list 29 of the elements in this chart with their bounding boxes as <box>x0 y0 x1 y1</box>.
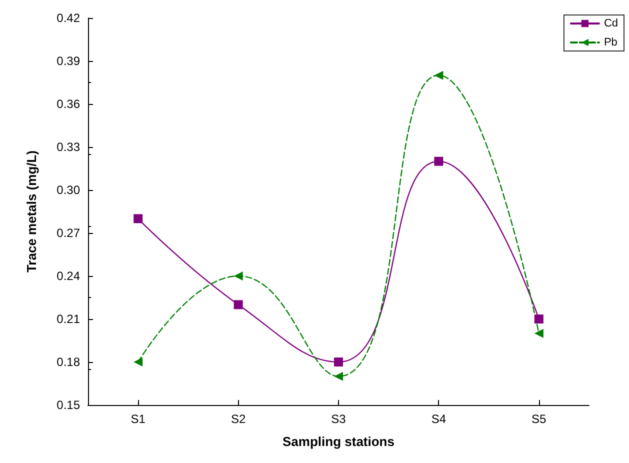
legend-label: Pb <box>604 36 618 48</box>
point <box>134 214 143 224</box>
point <box>534 314 544 324</box>
y-tick-label: 0.27 <box>56 226 80 240</box>
point <box>134 358 143 366</box>
y-tick-label: 0.33 <box>56 140 80 154</box>
y-tick-label: 0.42 <box>56 11 80 25</box>
y-tick-label: 0.21 <box>56 312 80 326</box>
point <box>434 70 444 80</box>
x-tick-label: S3 <box>331 412 346 426</box>
point <box>234 272 243 280</box>
y-tick-label: 0.30 <box>56 183 80 197</box>
y-tick-label: 0.15 <box>56 398 80 412</box>
point <box>234 300 243 310</box>
x-axis-title: Sampling stations <box>282 434 394 449</box>
x-tick-label: S5 <box>532 412 547 426</box>
point <box>334 358 343 366</box>
point <box>334 372 343 381</box>
legend-label: Cd <box>604 18 618 30</box>
y-tick-label: 0.39 <box>56 54 80 68</box>
point <box>534 328 544 338</box>
point <box>434 156 444 166</box>
x-tick-label: S4 <box>431 412 446 426</box>
x-tick-label: S1 <box>130 412 146 426</box>
x-tick-label: S2 <box>230 412 246 426</box>
y-tick-label: 0.18 <box>56 355 80 369</box>
y-tick-label: 0.36 <box>56 97 80 111</box>
y-tick-label: 0.24 <box>56 269 80 283</box>
y-axis-title: Trace metals (mg/L) <box>24 150 39 273</box>
